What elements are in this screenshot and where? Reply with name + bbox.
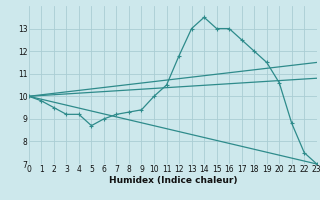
X-axis label: Humidex (Indice chaleur): Humidex (Indice chaleur) bbox=[108, 176, 237, 185]
